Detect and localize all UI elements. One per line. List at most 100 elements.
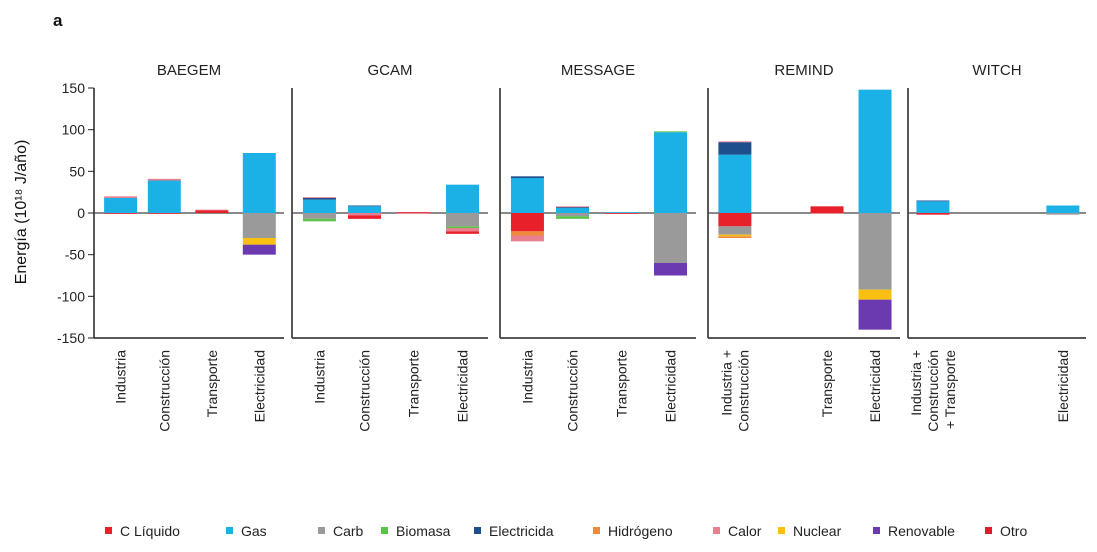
legend-swatch xyxy=(105,527,112,534)
legend-swatch xyxy=(778,527,785,534)
bar-segment xyxy=(446,226,480,228)
bar-segment xyxy=(556,213,590,217)
bar-segment xyxy=(510,176,544,178)
legend-swatch xyxy=(474,527,481,534)
bar-segment xyxy=(654,131,688,133)
x-tick-label-line: Electricidad xyxy=(663,350,679,422)
bar-segment xyxy=(104,213,138,214)
y-tick-label: -150 xyxy=(57,330,85,346)
bar-segment xyxy=(348,215,382,219)
bar-segment xyxy=(302,218,336,222)
bar-segment xyxy=(397,212,431,213)
y-tick-label: 50 xyxy=(69,163,85,179)
x-tick-label: Electricidad xyxy=(663,350,679,422)
x-tick-label-line: Industria + xyxy=(718,350,734,416)
x-tick-label: Industria xyxy=(311,350,327,404)
bar-segment xyxy=(916,200,950,202)
x-tick-label-line: Industria xyxy=(519,350,535,404)
bar-segment xyxy=(446,231,480,234)
bar-segment xyxy=(718,142,752,155)
y-tick-label: -50 xyxy=(65,247,85,263)
legend-label: Nuclear xyxy=(793,523,842,539)
bar-segment xyxy=(242,213,276,238)
bar-segment xyxy=(302,198,336,200)
bar-segment xyxy=(556,216,590,219)
bar-segment xyxy=(654,132,688,213)
bar-segment xyxy=(718,141,752,143)
bar-segment xyxy=(510,178,544,213)
bar-segment xyxy=(104,198,138,213)
bar-segment xyxy=(348,206,382,213)
bar-segment xyxy=(718,154,752,213)
bar-segment xyxy=(556,208,590,213)
bar-segment xyxy=(858,213,892,290)
x-tick-label: Electricidad xyxy=(455,350,471,422)
bar-segment xyxy=(654,263,688,276)
x-tick-label: Industria + Construcción xyxy=(718,350,751,432)
legend-label: Carb xyxy=(333,523,364,539)
bar-segment xyxy=(556,206,590,208)
bar-segment xyxy=(858,289,892,300)
panel-title: GCAM xyxy=(368,62,413,79)
x-tick-label: Transporte xyxy=(614,350,630,417)
panel-title: WITCH xyxy=(972,62,1021,79)
x-tick-label: Transporte xyxy=(406,350,422,417)
bar-segment xyxy=(195,210,229,213)
bar-segment xyxy=(718,234,752,237)
bar-segment xyxy=(916,213,950,215)
y-axis-label: Energía (10¹⁸ J/año) xyxy=(13,140,30,285)
x-tick-label-line: Construcción xyxy=(925,350,941,432)
bar-segment xyxy=(302,213,336,219)
bar-segment xyxy=(916,201,950,213)
x-tick-label-line: Electricidad xyxy=(1055,350,1071,422)
bar-segment xyxy=(446,228,480,232)
x-tick-label-line: Electricidad xyxy=(455,350,471,422)
legend-label: Calor xyxy=(728,523,762,539)
legend-label: Hidrógeno xyxy=(608,523,673,539)
x-tick-label-line: Electricidad xyxy=(251,350,267,422)
x-tick-label: Construcción xyxy=(156,350,172,432)
x-tick-label-line: Transporte xyxy=(204,350,220,417)
x-tick-label: Construcción xyxy=(565,350,581,432)
legend-label: Otro xyxy=(1000,523,1027,539)
x-tick-label: Construcción xyxy=(357,350,373,432)
x-tick-label: Electricidad xyxy=(251,350,267,422)
x-tick-label: Industria xyxy=(113,350,129,404)
legend-swatch xyxy=(381,527,388,534)
x-tick-label: Transporte xyxy=(204,350,220,417)
bar-segment xyxy=(242,238,276,245)
x-tick-label-line: Construcción xyxy=(565,350,581,432)
bar-segment xyxy=(718,236,752,238)
bar-segment xyxy=(195,209,229,211)
y-tick-label: -100 xyxy=(57,288,85,304)
y-tick-label: 100 xyxy=(62,122,86,138)
panel-title: REMIND xyxy=(774,62,833,79)
bar-segment xyxy=(446,184,480,213)
legend-swatch xyxy=(226,527,233,534)
legend-swatch xyxy=(985,527,992,534)
panel-label: a xyxy=(53,11,63,30)
bar-segment xyxy=(510,231,544,236)
x-tick-label-line: Industria xyxy=(311,350,327,404)
bar-segment xyxy=(718,226,752,235)
legend-label: Biomasa xyxy=(396,523,451,539)
legend-swatch xyxy=(713,527,720,534)
bar-segment xyxy=(104,196,138,198)
bar-segment xyxy=(605,212,639,213)
bar-segment xyxy=(810,213,844,214)
panel-title: MESSAGE xyxy=(561,62,635,79)
bar-segment xyxy=(147,180,181,213)
x-tick-label-line: Construcción xyxy=(735,350,751,432)
panel-title: BAEGEM xyxy=(157,62,221,79)
bar-segment xyxy=(242,244,276,255)
x-tick-label: Industria + Construcción + Transporte xyxy=(908,350,958,432)
bar-segment xyxy=(446,213,480,227)
bar-segment xyxy=(858,89,892,213)
x-tick-label-line: Electricidad xyxy=(867,350,883,422)
bar-segment xyxy=(810,206,844,213)
bar-segment xyxy=(1046,213,1080,215)
x-tick-label-line: Transporte xyxy=(406,350,422,417)
x-tick-label-line: Construcción xyxy=(156,350,172,432)
